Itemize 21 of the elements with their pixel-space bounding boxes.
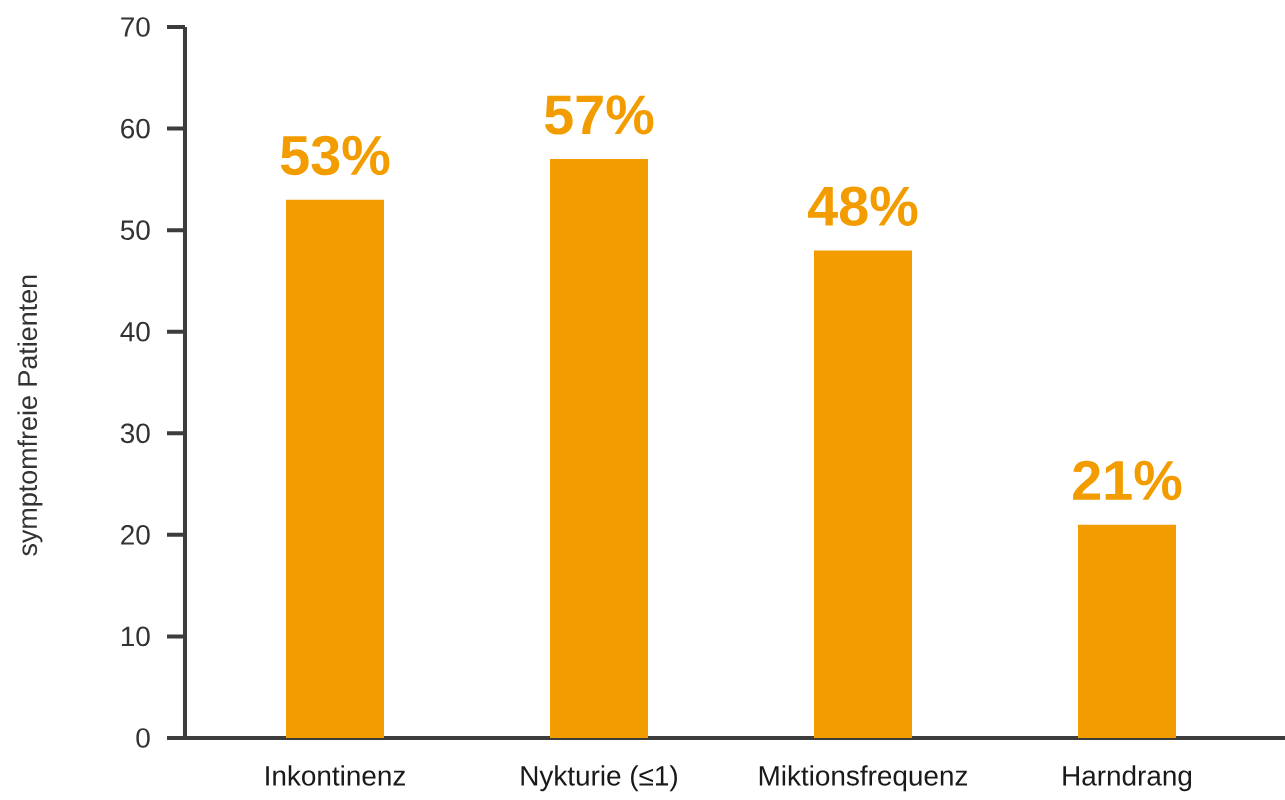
x-tick-label: Miktionsfrequenz	[759, 765, 968, 792]
y-tick-label: 10	[121, 626, 150, 647]
y-tick-label: 20	[121, 524, 150, 545]
y-axis-title: symptomfreie Patienten	[17, 275, 43, 556]
x-tick-label: Harndrang	[1063, 765, 1192, 792]
y-tick-label: 30	[120, 423, 150, 444]
data-label: 53%	[280, 135, 390, 176]
data-label: 48%	[808, 186, 918, 226]
y-tick-label: 60	[121, 118, 150, 139]
x-tick-label: Inkontinenz	[266, 765, 405, 786]
y-tick-label: 50	[120, 220, 150, 241]
bar	[286, 199, 384, 738]
y-tick-label: 70	[121, 17, 150, 37]
bar	[1077, 524, 1176, 738]
bar	[813, 250, 912, 738]
y-tick-label: 40	[120, 321, 150, 342]
x-tick-label: Nykturie (≤1)	[521, 765, 677, 792]
bar	[550, 159, 648, 738]
data-label: 57%	[544, 95, 654, 135]
data-label: 21%	[1073, 460, 1182, 501]
y-tick-label: 0	[136, 728, 150, 748]
